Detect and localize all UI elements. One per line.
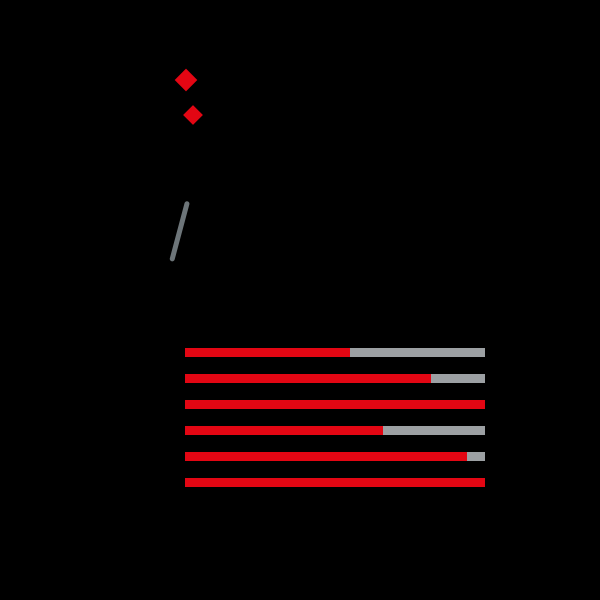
progress-bars [185, 348, 485, 504]
bar-fill [185, 374, 431, 383]
bar-row [185, 452, 485, 461]
bar-fill [185, 400, 485, 409]
bar-row [185, 374, 485, 383]
connector-line [169, 201, 190, 262]
bar-fill [185, 426, 383, 435]
diamond-marker-1 [183, 105, 203, 125]
bar-row [185, 400, 485, 409]
diamond-marker-0 [175, 69, 198, 92]
bar-row [185, 426, 485, 435]
bar-fill [185, 348, 350, 357]
bar-fill [185, 452, 467, 461]
bar-row [185, 478, 485, 487]
bar-row [185, 348, 485, 357]
bar-fill [185, 478, 485, 487]
